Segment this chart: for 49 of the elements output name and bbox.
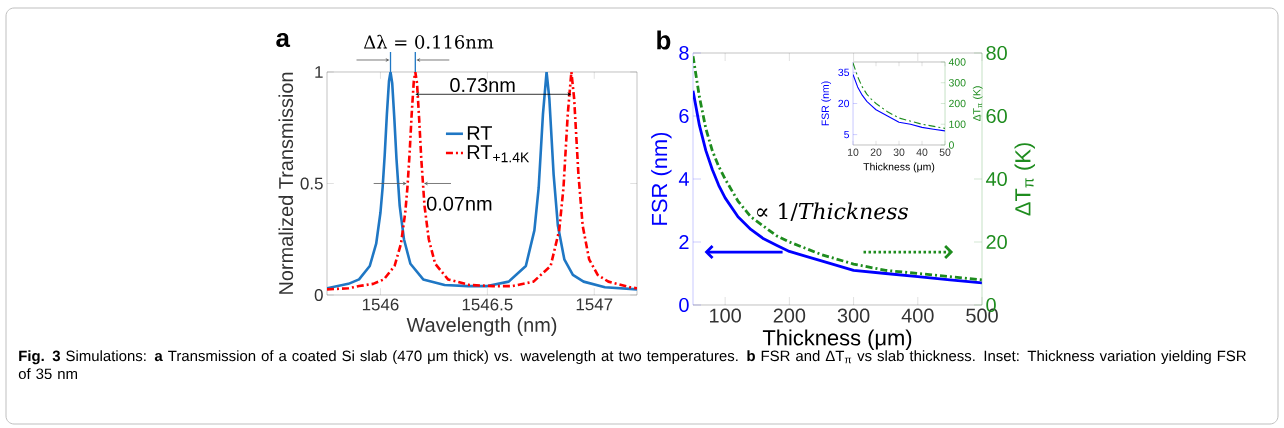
y2-tick-label: 200 [949,99,966,108]
y-tick-label: 5 [844,130,850,139]
x-tick-label: 100 [710,308,741,323]
annotation: 0.07nm [426,196,492,211]
y-tick-label: 0 [314,289,323,301]
y-axis-title: FSR (nm) [651,132,672,225]
y-axis-title: FSR (nm) [821,81,832,126]
chart-title: a [276,32,291,48]
x-tick-label: 300 [837,308,870,323]
y2-tick-label: 40 [985,171,1007,187]
y-tick-label: 1 [315,66,323,78]
y-tick-label: 0 [679,297,689,313]
y-tick-label: 6 [679,108,689,124]
x-tick-label: 30 [893,148,905,156]
chart-title: b [657,30,671,50]
x-tick-label: 20 [870,148,882,156]
y-tick-label: 0.5 [300,177,323,190]
y2-tick-label: 80 [986,45,1007,61]
y2-tick-label: 100 [949,120,966,128]
annotation: ∝ 1/Thickness [757,202,908,222]
y2-tick-label: 400 [948,58,966,66]
legend-label: RT$_{+1.4K}$ [467,145,530,163]
x-tick-label: 200 [773,308,806,323]
x-axis-title: Thickness (μm) [762,329,912,350]
legend-label: RT [467,126,492,140]
annotation: 0.73nm [450,78,515,93]
x-tick-label: 400 [901,308,934,323]
x-tick-label: 1547 [576,298,613,311]
text: Fig. 3 Simulations: a Transmission of a coated Si slab (470 μm thick) vs. wavelength at two temperatures. b FSR and ΔT$_{π}$ vs slab thickness. Inset: Thickness variation yielding FSR of 35 nm [18,350,1246,380]
x-tick-label: 10 [847,148,859,156]
text: Δλ = 0.116nm [363,34,494,49]
x-tick-label: 50 [939,148,951,156]
y2-tick-label: 0 [948,141,954,149]
y-tick-label: 20 [838,99,850,108]
y-tick-label: 4 [678,172,689,186]
y2-axis-title: ΔT$_{π}$ (K) [972,86,983,122]
y2-tick-label: 20 [986,234,1007,250]
y-axis-title: Normalized Transmission [278,72,294,294]
x-tick-label: 1546 [362,298,399,311]
x-axis-title: Wavelength (nm) [406,317,557,336]
y-tick-label: 2 [679,235,689,249]
y2-tick-label: 300 [948,79,966,87]
x-tick-label: 1546.5 [462,298,513,311]
y2-tick-label: 60 [986,108,1007,124]
x-axis-title: Thickness (μm) [863,162,935,173]
y2-axis-title: ΔT$_{π}$ (K) [1014,143,1035,216]
x-tick-label: 40 [916,148,928,156]
y-tick-label: 35 [838,68,850,77]
y-tick-label: 8 [679,45,689,61]
